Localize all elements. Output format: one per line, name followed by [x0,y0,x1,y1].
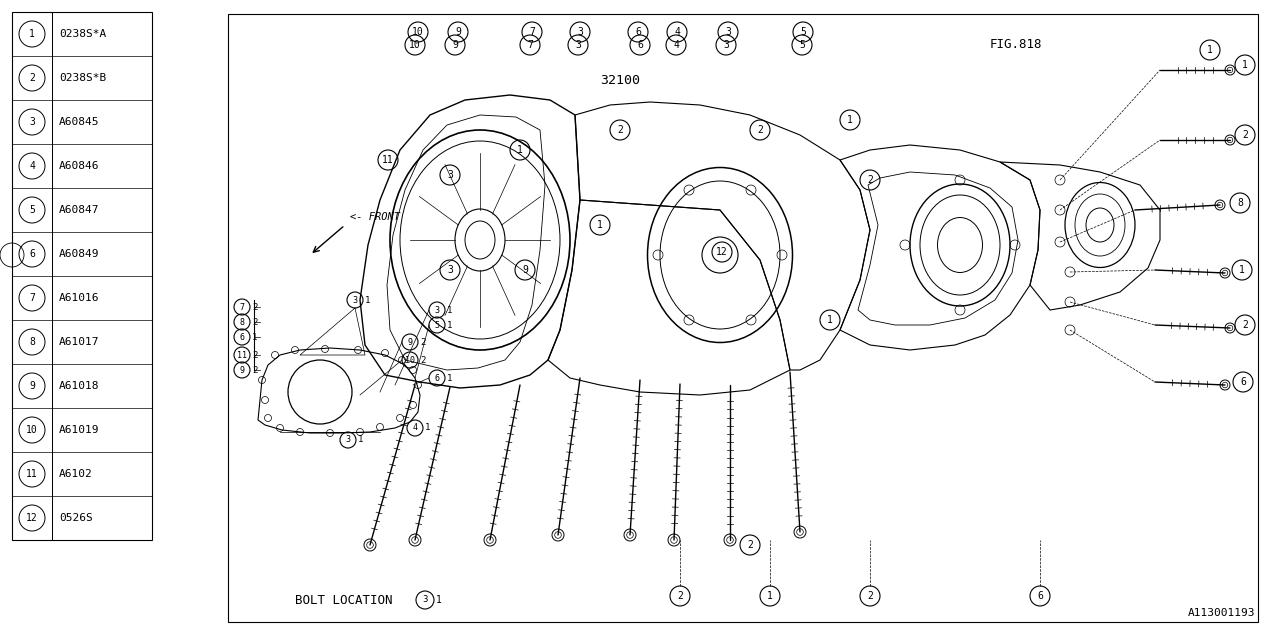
Text: A60845: A60845 [59,117,100,127]
Text: 32100: 32100 [600,74,640,86]
Text: 6: 6 [637,40,643,50]
Text: 8: 8 [239,317,244,326]
Text: 5: 5 [800,27,806,37]
Text: 1: 1 [1207,45,1213,55]
Text: 1: 1 [827,315,833,325]
Text: 6: 6 [635,27,641,37]
Text: 9: 9 [456,27,461,37]
Text: A61017: A61017 [59,337,100,347]
Text: 4: 4 [29,161,35,171]
Text: A60849: A60849 [59,249,100,259]
Text: 6: 6 [239,333,244,342]
Bar [228,14,1258,622]
Text: 0526S: 0526S [59,513,92,523]
Text: 9: 9 [29,381,35,391]
Text: 6: 6 [1240,377,1245,387]
Text: 2: 2 [677,591,684,601]
Text: 12: 12 [26,513,38,523]
Text: 6: 6 [1037,591,1043,601]
Text: 7: 7 [29,293,35,303]
Text: 10: 10 [26,425,38,435]
Text: 2: 2 [252,303,257,312]
Text: 2: 2 [1242,320,1248,330]
Text: 10: 10 [410,40,421,50]
Bar [12,12,152,540]
Text: 3: 3 [724,27,731,37]
Text: A61018: A61018 [59,381,100,391]
Text: 2: 2 [252,317,257,326]
Text: 9: 9 [407,337,412,346]
Text: 9: 9 [522,265,527,275]
Text: 1: 1 [517,145,524,155]
Text: 6: 6 [434,374,439,383]
Text: 10: 10 [412,27,424,37]
Text: 8: 8 [29,337,35,347]
Text: 8: 8 [1236,198,1243,208]
Text: A61016: A61016 [59,293,100,303]
Text: 2: 2 [1242,130,1248,140]
Text: 1: 1 [358,435,364,445]
Text: 0238S*B: 0238S*B [59,73,106,83]
Text: 3: 3 [29,117,35,127]
Text: 7: 7 [527,40,532,50]
Text: <- FRONT: <- FRONT [349,212,401,222]
Text: 1: 1 [767,591,773,601]
Text: A61019: A61019 [59,425,100,435]
Text: 3: 3 [723,40,728,50]
Text: 11: 11 [26,469,38,479]
Text: 10: 10 [404,355,415,365]
Text: 11: 11 [383,155,394,165]
Text: BOLT LOCATION: BOLT LOCATION [294,593,393,607]
Text: 1: 1 [425,424,430,433]
Text: FIG.818: FIG.818 [989,38,1042,51]
Text: 5: 5 [799,40,805,50]
Text: 4: 4 [673,40,678,50]
Text: 4: 4 [675,27,680,37]
Text: 2: 2 [420,355,425,365]
Text: 7: 7 [239,303,244,312]
Text: 3: 3 [577,27,582,37]
Text: 1: 1 [436,595,442,605]
Text: 1: 1 [252,333,257,342]
Text: 1: 1 [447,321,452,330]
Text: 2: 2 [867,175,873,185]
Text: 1: 1 [447,305,452,314]
Text: 2: 2 [252,351,257,360]
Text: 1: 1 [447,374,452,383]
Text: 0238S*A: 0238S*A [59,29,106,39]
Text: A60846: A60846 [59,161,100,171]
Text: 12: 12 [716,247,728,257]
Text: 3: 3 [447,170,453,180]
Text: A60847: A60847 [59,205,100,215]
Text: 9: 9 [239,365,244,374]
Text: 1: 1 [29,29,35,39]
Text: 1: 1 [1239,265,1245,275]
Text: 3: 3 [447,265,453,275]
Text: 2: 2 [420,337,425,346]
Text: 2: 2 [867,591,873,601]
Text: 3: 3 [434,305,439,314]
Text: A113001193: A113001193 [1188,608,1254,618]
Text: A6102: A6102 [59,469,92,479]
Text: 2: 2 [756,125,763,135]
Text: 3: 3 [352,296,357,305]
Text: 7: 7 [529,27,535,37]
Text: 5: 5 [29,205,35,215]
Text: 2: 2 [252,365,257,374]
Text: 11: 11 [237,351,247,360]
Text: 1: 1 [1242,60,1248,70]
Text: 2: 2 [748,540,753,550]
Text: 2: 2 [617,125,623,135]
Text: 2: 2 [29,73,35,83]
Text: 5: 5 [434,321,439,330]
Text: 4: 4 [412,424,417,433]
Text: 3: 3 [575,40,581,50]
Text: 6: 6 [29,249,35,259]
Text: 3: 3 [346,435,351,445]
Text: 1: 1 [596,220,603,230]
Text: 1: 1 [365,296,370,305]
Text: 9: 9 [452,40,458,50]
Text: 1: 1 [847,115,852,125]
Text: 3: 3 [422,595,428,605]
